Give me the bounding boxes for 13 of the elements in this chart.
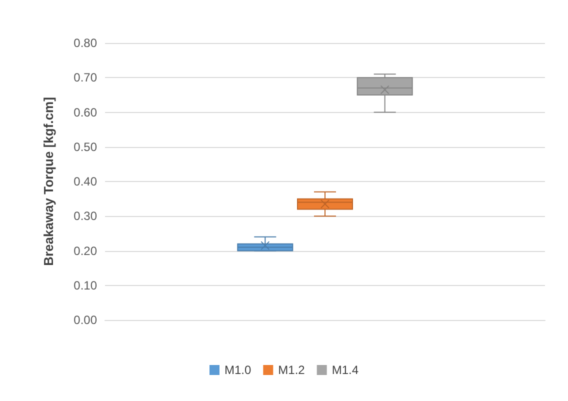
legend-label: M1.2: [278, 363, 306, 377]
y-tick-label: 0.80: [74, 36, 98, 50]
y-tick-label: 0.50: [74, 140, 98, 154]
legend-label: M1.4: [332, 363, 359, 377]
y-tick-label: 0.10: [74, 278, 98, 292]
y-tick-label: 0.00: [74, 313, 98, 327]
y-tick-label: 0.40: [74, 174, 98, 188]
legend-label: M1.0: [224, 363, 252, 377]
y-tick-label: 0.70: [74, 70, 98, 85]
y-axis-title: Breakaway Torque [kgf.cm]: [41, 97, 56, 266]
y-tick-label: 0.20: [74, 244, 98, 258]
y-tick-label: 0.60: [74, 105, 98, 120]
y-tick-label: 0.30: [74, 209, 98, 224]
